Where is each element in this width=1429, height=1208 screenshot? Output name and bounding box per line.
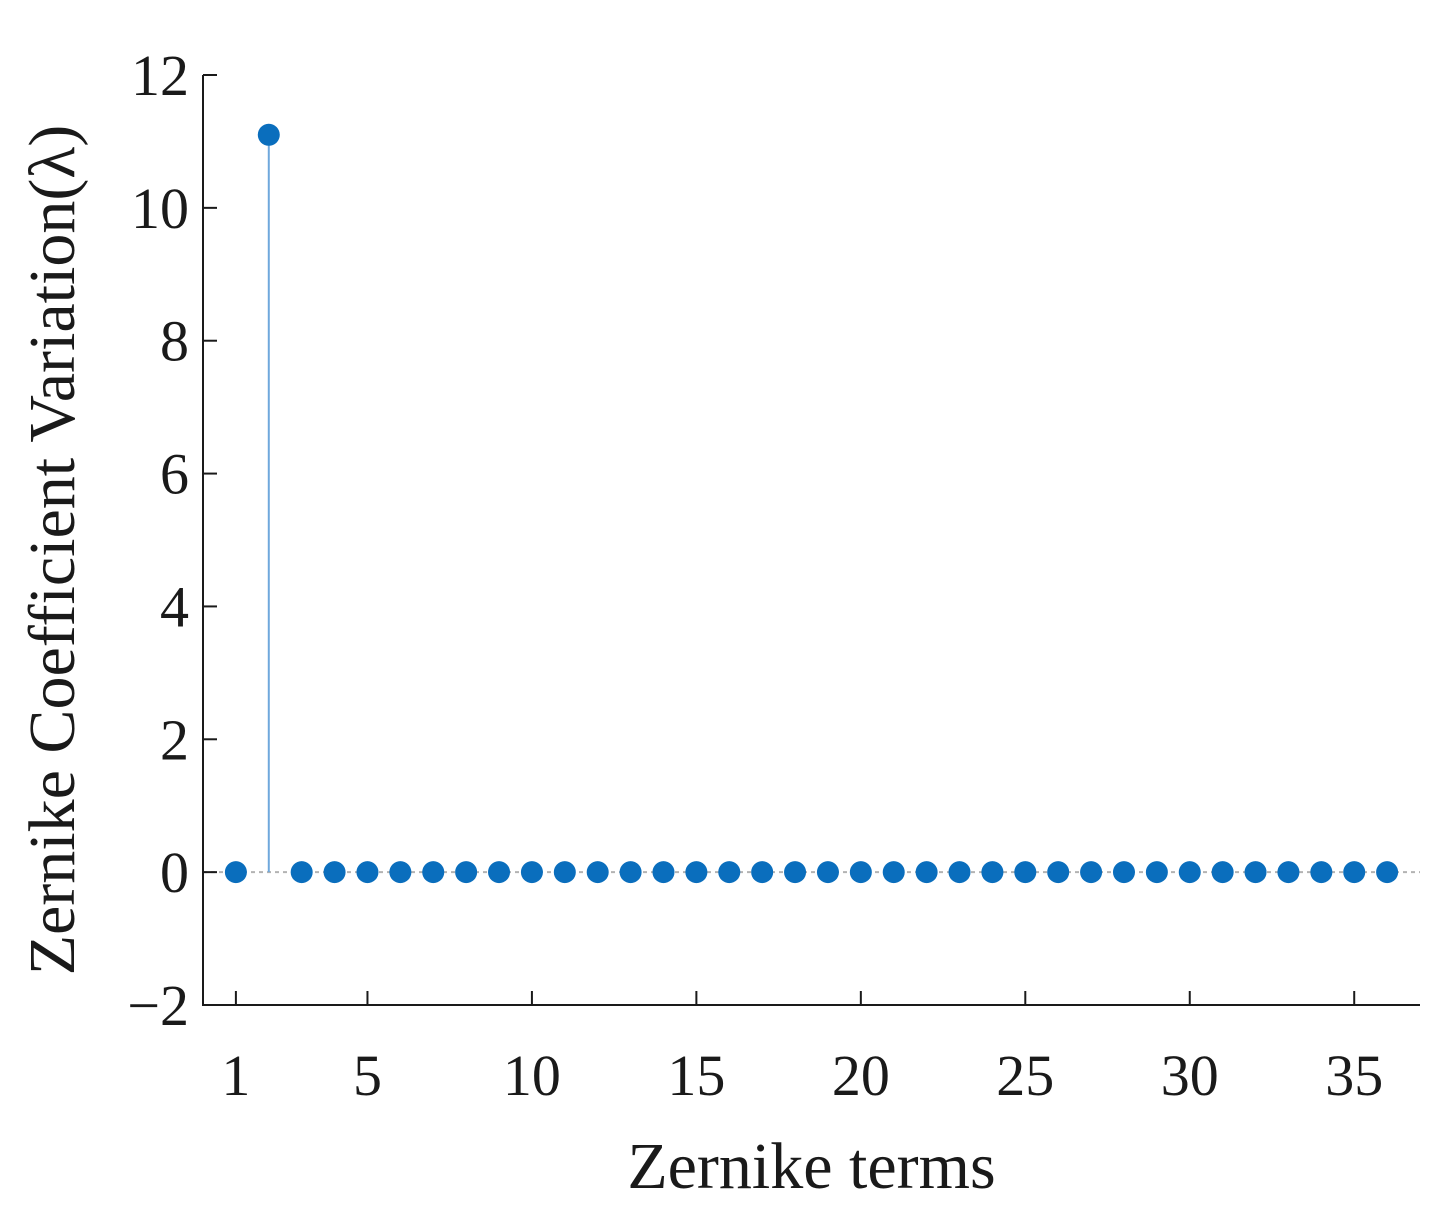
stem-marker: [1343, 861, 1366, 884]
stem-marker: [849, 861, 872, 884]
stem-marker: [619, 861, 642, 884]
y-tick-label: 8: [160, 309, 189, 374]
y-tick-label: −2: [127, 973, 189, 1038]
stem-marker: [1112, 861, 1135, 884]
stem-marker: [520, 861, 543, 884]
stem-marker: [1211, 861, 1234, 884]
marker-layer: [224, 123, 1399, 884]
y-tick-label: 12: [131, 43, 189, 108]
stem-marker: [981, 861, 1004, 884]
axis-lines: [202, 75, 1420, 1006]
stem-marker: [816, 861, 839, 884]
stem-marker: [1310, 861, 1333, 884]
stem-marker: [1080, 861, 1103, 884]
x-tick-label: 15: [667, 1043, 725, 1108]
stem-marker: [685, 861, 708, 884]
y-tick-label: 10: [131, 176, 189, 241]
y-tick-label: 2: [160, 707, 189, 772]
x-tick-label: 35: [1325, 1043, 1383, 1108]
y-tick-label: 6: [160, 442, 189, 507]
stem-marker: [948, 861, 971, 884]
stem-marker: [224, 861, 247, 884]
stem-marker: [455, 861, 478, 884]
stem-marker: [290, 861, 313, 884]
stem-marker: [784, 861, 807, 884]
stem-marker: [1047, 861, 1070, 884]
stem-marker: [1145, 861, 1168, 884]
x-tick-label: 5: [353, 1043, 382, 1108]
x-tick-label: 1: [221, 1043, 250, 1108]
stem-marker: [553, 861, 576, 884]
stem-marker: [488, 861, 511, 884]
x-tick-label: 10: [503, 1043, 561, 1108]
y-tick-label: 4: [160, 574, 189, 639]
stem-marker: [1376, 861, 1399, 884]
stem-marker: [652, 861, 675, 884]
stem-marker: [1244, 861, 1267, 884]
stem-marker: [915, 861, 938, 884]
x-tick-label: 20: [832, 1043, 890, 1108]
stem-marker: [1277, 861, 1300, 884]
stem-marker: [718, 861, 741, 884]
stem-marker: [882, 861, 905, 884]
stem-marker: [356, 861, 379, 884]
stem-marker: [1014, 861, 1037, 884]
y-tick-label: 0: [160, 840, 189, 905]
y-axis-title: Zernike Coefficient Variation(λ): [16, 125, 89, 976]
stem-marker: [422, 861, 445, 884]
x-axis-title: Zernike terms: [627, 1130, 995, 1203]
stem-marker: [389, 861, 412, 884]
stem-marker: [257, 123, 280, 146]
stem-marker: [1178, 861, 1201, 884]
x-tick-label: 25: [996, 1043, 1054, 1108]
x-tick-label: 30: [1161, 1043, 1219, 1108]
stem-marker: [323, 861, 346, 884]
stem-marker: [751, 861, 774, 884]
stem-marker: [586, 861, 609, 884]
